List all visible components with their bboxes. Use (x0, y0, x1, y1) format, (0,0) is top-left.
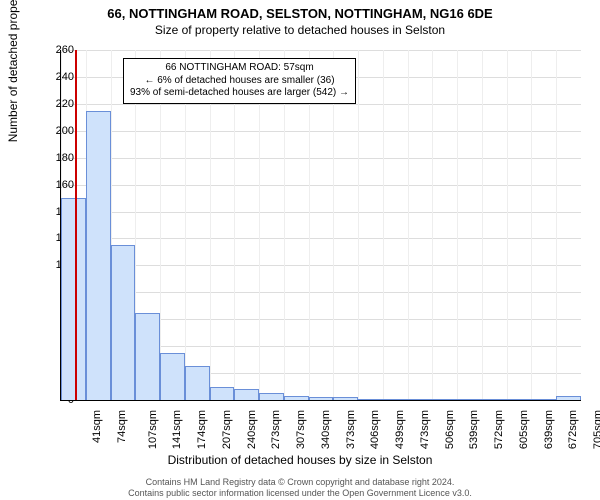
x-tick-label: 273sqm (270, 410, 282, 449)
histogram-bar (531, 399, 556, 400)
page-title: 66, NOTTINGHAM ROAD, SELSTON, NOTTINGHAM… (0, 0, 600, 21)
grid-v-line (457, 50, 458, 400)
x-tick-label: 207sqm (221, 410, 233, 449)
x-tick-label: 605sqm (518, 410, 530, 449)
y-tick-label: 180 (44, 152, 74, 164)
histogram-bar (234, 389, 259, 400)
grid-h-line (61, 104, 581, 105)
x-tick-label: 373sqm (345, 410, 357, 449)
histogram-bar (61, 198, 86, 400)
grid-h-line (61, 50, 581, 51)
histogram-bar (482, 399, 507, 400)
x-tick-label: 141sqm (171, 410, 183, 449)
histogram-bar (210, 387, 235, 400)
x-tick-label: 506sqm (444, 410, 456, 449)
footer-line-1: Contains HM Land Registry data © Crown c… (0, 477, 600, 487)
x-tick-label: 639sqm (543, 410, 555, 449)
x-tick-label: 74sqm (116, 410, 128, 443)
x-tick-label: 406sqm (370, 410, 382, 449)
histogram-bar (135, 313, 160, 401)
annotation-line: ← 6% of detached houses are smaller (36) (130, 75, 349, 88)
y-tick-label: 240 (44, 71, 74, 83)
annotation-box: 66 NOTTINGHAM ROAD: 57sqm← 6% of detache… (123, 58, 356, 104)
x-tick-label: 473sqm (419, 410, 431, 449)
annotation-line: 93% of semi-detached houses are larger (… (130, 87, 349, 100)
x-tick-label: 340sqm (320, 410, 332, 449)
grid-h-line (61, 212, 581, 213)
y-tick-label: 200 (44, 125, 74, 137)
x-tick-label: 174sqm (196, 410, 208, 449)
reference-line (75, 50, 77, 400)
grid-v-line (507, 50, 508, 400)
x-tick-label: 307sqm (295, 410, 307, 449)
histogram-bar (86, 111, 111, 400)
grid-v-line (383, 50, 384, 400)
grid-v-line (531, 50, 532, 400)
grid-h-line (61, 265, 581, 266)
x-tick-label: 439sqm (394, 410, 406, 449)
x-tick-label: 107sqm (147, 410, 159, 449)
y-tick-label: 220 (44, 98, 74, 110)
y-tick-label: 260 (44, 44, 74, 56)
grid-v-line (358, 50, 359, 400)
histogram-bar (408, 399, 433, 400)
x-tick-label: 705sqm (592, 410, 600, 449)
histogram-bar (284, 396, 309, 400)
y-tick-label: 160 (44, 179, 74, 191)
histogram-bar (457, 399, 482, 400)
grid-v-line (408, 50, 409, 400)
histogram-bar (185, 366, 210, 400)
histogram-bar (432, 399, 457, 400)
x-tick-label: 572sqm (493, 410, 505, 449)
page-subtitle: Size of property relative to detached ho… (0, 21, 600, 37)
y-axis-label: Number of detached properties (6, 0, 20, 142)
grid-h-line (61, 238, 581, 239)
histogram-bar (358, 399, 383, 400)
x-tick-label: 41sqm (91, 410, 103, 443)
grid-h-line (61, 131, 581, 132)
x-axis-label: Distribution of detached houses by size … (0, 453, 600, 467)
grid-v-line (556, 50, 557, 400)
histogram-bar (111, 245, 136, 400)
grid-v-line (432, 50, 433, 400)
histogram-bar (383, 399, 408, 400)
x-tick-label: 240sqm (246, 410, 258, 449)
grid-h-line (61, 185, 581, 186)
grid-h-line (61, 158, 581, 159)
chart-container: 66, NOTTINGHAM ROAD, SELSTON, NOTTINGHAM… (0, 0, 600, 500)
histogram-bar (507, 399, 532, 400)
histogram-bar (160, 353, 185, 400)
x-tick-label: 539sqm (469, 410, 481, 449)
footer-attribution: Contains HM Land Registry data © Crown c… (0, 477, 600, 498)
histogram-bar (309, 397, 334, 400)
footer-line-2: Contains public sector information licen… (0, 488, 600, 498)
histogram-bar (333, 397, 358, 400)
plot-area: 66 NOTTINGHAM ROAD: 57sqm← 6% of detache… (60, 50, 581, 401)
grid-v-line (482, 50, 483, 400)
annotation-line: 66 NOTTINGHAM ROAD: 57sqm (130, 62, 349, 75)
histogram-bar (259, 393, 284, 400)
histogram-bar (556, 396, 581, 400)
grid-h-line (61, 292, 581, 293)
x-tick-label: 672sqm (568, 410, 580, 449)
